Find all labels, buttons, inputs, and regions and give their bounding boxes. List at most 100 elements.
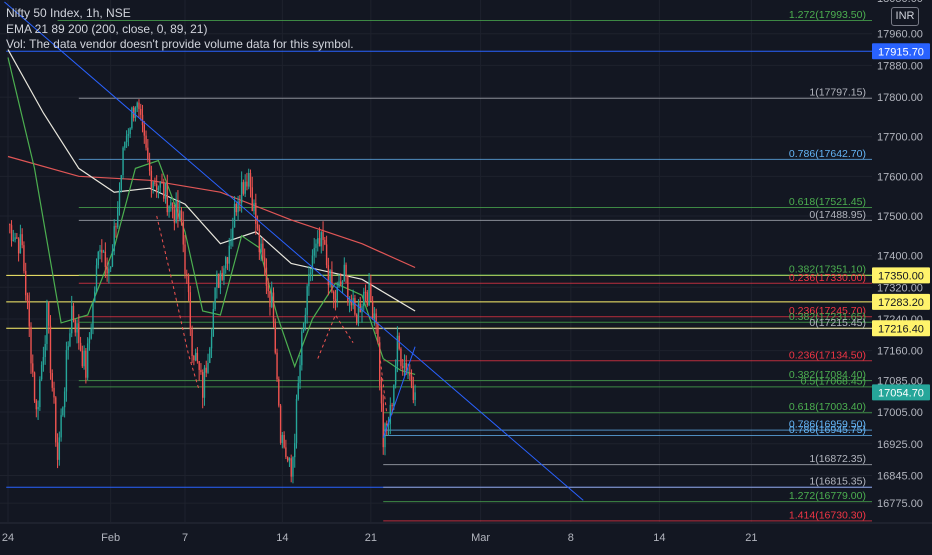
candle-body [97, 251, 99, 266]
candle-body [331, 270, 333, 292]
candle-body [16, 237, 18, 239]
candle-body [207, 362, 209, 373]
candle-body [249, 172, 252, 188]
candle-body [387, 423, 390, 426]
candle-body [294, 443, 296, 458]
candle-body [106, 266, 108, 274]
candle-body [113, 226, 115, 252]
candle-body [405, 362, 407, 374]
price-axis: 18050.00 17960.00 17880.00 17800.00 17700.00… [872, 0, 930, 510]
candle-body [271, 292, 273, 307]
candle-body [9, 224, 11, 226]
candle-body [267, 285, 269, 292]
price-tick-label: 17320.00 [877, 282, 923, 294]
candle-body [184, 244, 186, 274]
ema-200-line [7, 155, 416, 269]
candle-body [410, 375, 413, 387]
candle-body [17, 238, 20, 254]
candle-body [370, 283, 372, 301]
price-tick-label: 16845.00 [877, 470, 923, 482]
candle-body [343, 264, 345, 282]
candle-body [203, 367, 206, 398]
candle-body [209, 348, 211, 363]
candle-body [324, 239, 326, 245]
candle-body [173, 209, 176, 223]
candle-body [380, 385, 383, 404]
candle-body [26, 295, 29, 303]
candle-body [63, 391, 66, 408]
candle-body [394, 365, 397, 385]
candle-body [19, 234, 22, 254]
price-badge-label: 17350.00 [878, 270, 924, 282]
fib-level-label: 0.786(16959.50) [789, 419, 866, 431]
candle-body [329, 270, 331, 286]
candle-body [233, 203, 236, 228]
candle-body [286, 457, 289, 461]
candle-body [32, 363, 34, 373]
candle-body [230, 239, 232, 246]
candle-body [379, 342, 381, 386]
candle-body [101, 249, 103, 253]
candle-body [244, 181, 246, 194]
fib-level-label: 0(17488.95) [809, 209, 866, 221]
fib-level-label: 0.786(17642.70) [789, 148, 866, 160]
candle-body [311, 255, 314, 273]
candle-body [10, 225, 13, 241]
candle-body [225, 257, 227, 269]
candle-body [171, 202, 174, 210]
candle-body [202, 372, 204, 398]
candle-body [37, 407, 39, 410]
symbol-title[interactable]: Nifty 50 Index, 1h, NSE [6, 6, 131, 20]
candle-body [95, 265, 98, 292]
candle-body [124, 142, 126, 148]
candle-body [364, 291, 367, 293]
candle-body [402, 366, 404, 368]
price-tick-label: 17085.00 [877, 375, 923, 387]
candle-body [396, 335, 399, 366]
candle-body [157, 187, 160, 191]
candle-body [265, 267, 268, 286]
fib-level-label: 0.382(17084.40) [789, 369, 866, 381]
candle-body [200, 369, 202, 373]
candle-body [210, 336, 213, 349]
candle-body [108, 268, 110, 274]
candle-body [65, 350, 68, 392]
candle-body [193, 355, 195, 361]
candle-body [72, 305, 75, 320]
fib-level-label: 0.236(17134.50) [789, 349, 866, 361]
candle-body [129, 128, 131, 135]
dashed-path [379, 354, 388, 415]
fib-level-label: 1(16872.35) [809, 453, 866, 465]
time-tick-label: 14 [276, 532, 288, 544]
volume-indicator-label[interactable]: Vol: The data vendor doesn't provide vol… [6, 37, 354, 51]
time-tick-label: 14 [653, 532, 665, 544]
candle-body [285, 447, 287, 458]
candle-body [246, 181, 248, 187]
time-tick-label: 7 [182, 532, 188, 544]
candle-body [301, 331, 303, 366]
candle-body [33, 372, 36, 401]
price-badge-label: 17216.40 [878, 323, 924, 335]
candle-body [148, 159, 151, 171]
time-tick-label: 8 [568, 532, 574, 544]
candle-body [276, 352, 278, 380]
fib-level-label: 1.272(17993.50) [789, 9, 866, 21]
candle-body [237, 201, 239, 213]
candle-body [136, 102, 138, 108]
candle-body [23, 245, 25, 271]
candle-body [375, 313, 377, 324]
candle-body [292, 457, 294, 477]
candle-body [186, 273, 188, 276]
candle-body [251, 187, 253, 212]
ema-indicator-label[interactable]: EMA 21 89 200 (200, close, 0, 89, 21) [6, 21, 208, 36]
currency-button[interactable]: INR [891, 7, 919, 26]
candle-body [102, 251, 105, 253]
candle-body [127, 134, 130, 136]
price-badge-label: 17915.70 [878, 46, 924, 58]
candle-body [304, 314, 307, 324]
candle-body [309, 272, 312, 274]
candle-body [182, 221, 184, 245]
fib-level-label: 0.236(17330.00) [789, 272, 866, 284]
